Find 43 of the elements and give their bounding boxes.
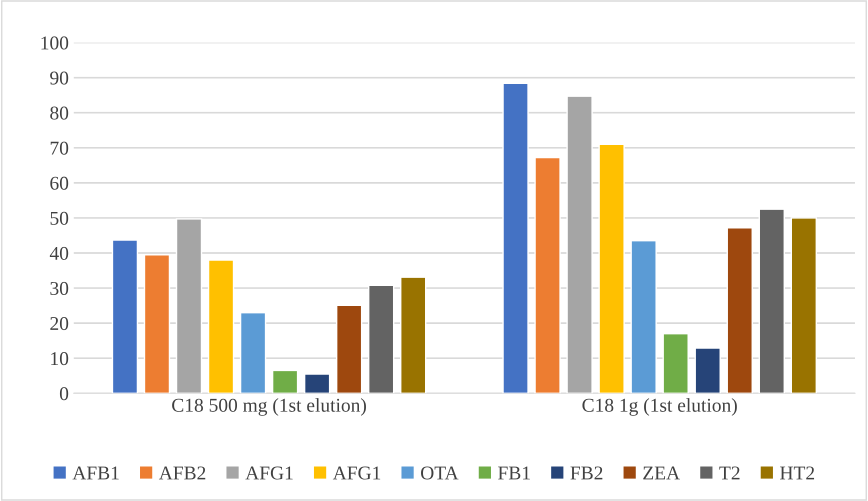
y-tick-label: 20 — [50, 316, 68, 330]
y-tick-label: 40 — [50, 246, 68, 260]
bar — [368, 284, 394, 394]
y-tick-label: 90 — [50, 71, 68, 85]
bar — [502, 82, 529, 394]
bar — [726, 227, 753, 394]
x-tick-label: C18 500 mg (1st elution) — [172, 398, 366, 416]
bar — [144, 254, 170, 394]
y-tick-label: 100 — [41, 36, 68, 50]
bar — [662, 332, 689, 394]
legend-label: FB1 — [498, 466, 530, 480]
legend-label: T2 — [719, 466, 740, 480]
bar — [566, 96, 593, 394]
y-tick-label: 70 — [50, 142, 68, 155]
legend-label: AFG1 — [245, 466, 293, 480]
bar — [176, 218, 202, 394]
legend-label: HT2 — [780, 466, 814, 480]
y-tick-label: 0 — [60, 387, 68, 400]
legend-label: AFG1 — [332, 466, 380, 480]
y-tick-label: 80 — [50, 106, 68, 120]
bar — [400, 276, 426, 394]
y-tick-label: 60 — [50, 176, 68, 190]
legend-label: ZEA — [643, 466, 680, 480]
bar — [598, 144, 625, 394]
bar — [208, 259, 234, 394]
legend-label: FB2 — [570, 466, 602, 480]
y-tick-label: 10 — [51, 352, 68, 366]
bar — [240, 312, 266, 394]
legend-label: AFB1 — [72, 466, 119, 480]
legend-label: OTA — [421, 466, 458, 480]
bar — [694, 347, 721, 394]
bar — [304, 373, 330, 394]
bar — [790, 217, 817, 394]
y-tick-label: 50 — [50, 212, 68, 225]
bar — [112, 239, 138, 394]
legend-label: AFB2 — [158, 466, 206, 480]
bar — [272, 370, 298, 394]
bar — [758, 208, 785, 394]
y-tick-label: 30 — [50, 282, 68, 296]
bar — [534, 156, 561, 394]
bar — [630, 240, 657, 394]
x-tick-label: C18 1g (1st elution) — [582, 398, 737, 416]
bar — [336, 304, 362, 394]
